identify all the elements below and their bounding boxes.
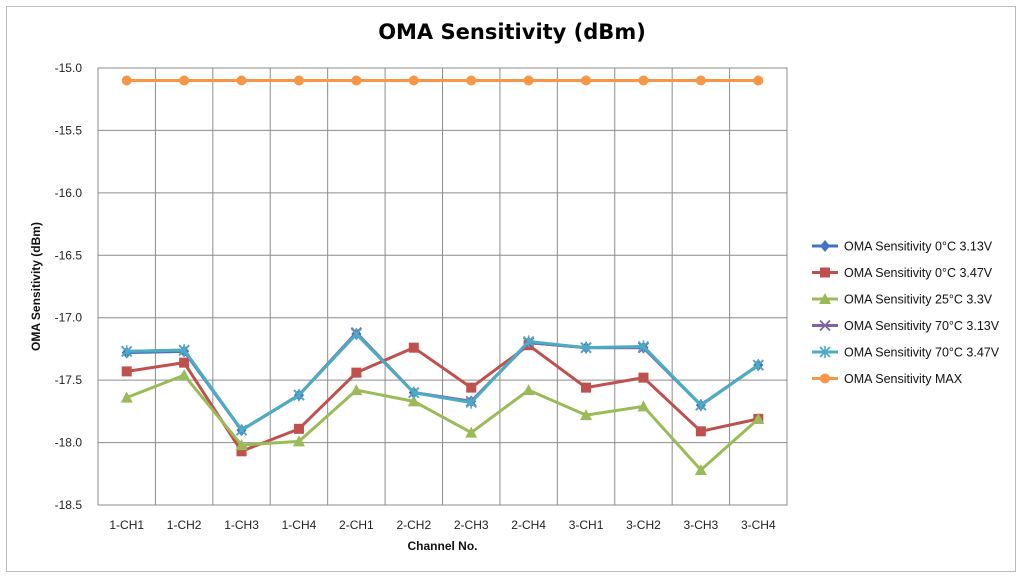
grid-layer (97, 67, 788, 506)
data-point (121, 75, 132, 86)
x-tick-label: 2-CH1 (339, 518, 374, 532)
legend-marker (820, 240, 830, 252)
series-6 (121, 75, 764, 86)
data-point (752, 359, 764, 372)
legend-label: OMA Sensitivity MAX (844, 372, 963, 386)
legend-label: OMA Sensitivity 0°C 3.47V (844, 266, 993, 280)
data-point (407, 395, 420, 407)
data-point (350, 327, 362, 340)
data-point (179, 357, 190, 368)
data-point (637, 340, 650, 353)
data-point (581, 75, 592, 86)
y-tick-label: -16.0 (55, 186, 83, 200)
y-tick-label: -17.0 (55, 311, 83, 325)
x-tick-label: 3-CH2 (626, 518, 661, 532)
data-point (292, 435, 305, 447)
data-point (121, 345, 133, 358)
x-tick-label: 3-CH4 (741, 518, 776, 532)
chart-frame (6, 6, 1016, 572)
data-point (466, 75, 477, 86)
data-point (293, 389, 305, 402)
data-point (465, 426, 478, 438)
data-point (637, 400, 650, 412)
series-line (126, 373, 760, 472)
series-5 (121, 327, 764, 437)
y-tick-label: -18.5 (55, 498, 83, 512)
series-layer (120, 75, 765, 476)
x-tick-label: 1-CH1 (109, 518, 144, 532)
data-point (753, 75, 764, 86)
legend-label: OMA Sensitivity 0°C 3.13V (844, 240, 993, 254)
data-point (351, 367, 362, 378)
legend-marker (819, 346, 831, 358)
data-point (293, 423, 304, 434)
x-tick-label: 2-CH3 (454, 518, 489, 532)
x-tick-label: 2-CH2 (396, 518, 431, 532)
data-point (408, 342, 419, 353)
legend-label: OMA Sensitivity 70°C 3.13V (844, 319, 1000, 333)
data-point (695, 399, 707, 412)
data-point (752, 412, 765, 424)
data-point (522, 384, 535, 396)
y-axis-title: OMA Sensitivity (dBm) (29, 222, 43, 351)
legend: OMA Sensitivity 0°C 3.13V OMA Sensitivity… (812, 240, 1000, 386)
data-point (695, 426, 706, 437)
data-point (408, 386, 420, 399)
axis-layer: -15.0 -15.5 -16.0 -16.5 -17.0 -17.5 -18.0 -18.5… (55, 61, 776, 532)
data-point (466, 382, 477, 393)
data-point (638, 75, 649, 86)
chart-title: OMA Sensitivity (dBm) (378, 20, 646, 44)
x-tick-label: 1-CH3 (224, 518, 259, 532)
y-tick-label: -15.0 (55, 61, 83, 75)
x-tick-label: 3-CH3 (684, 518, 719, 532)
data-point (178, 344, 190, 357)
data-point (120, 391, 133, 403)
legend-item: OMA Sensitivity 0°C 3.13V (812, 240, 993, 254)
data-point (179, 75, 190, 86)
data-point (178, 369, 191, 381)
data-point (293, 75, 304, 86)
legend-marker (819, 319, 831, 332)
data-point (580, 341, 592, 354)
y-tick-label: -17.5 (55, 373, 83, 387)
legend-item: OMA Sensitivity 0°C 3.47V (812, 266, 993, 280)
data-point (121, 366, 132, 377)
x-axis-title: Channel No. (407, 539, 477, 553)
x-tick-label: 3-CH1 (569, 518, 604, 532)
data-point (465, 396, 477, 409)
legend-item: OMA Sensitivity 70°C 3.47V (812, 346, 1000, 360)
data-point (408, 75, 419, 86)
x-tick-label: 1-CH4 (282, 518, 317, 532)
y-tick-label: -16.5 (55, 248, 83, 262)
data-point (694, 464, 707, 476)
legend-label: OMA Sensitivity 25°C 3.3V (844, 293, 993, 307)
data-point (695, 75, 706, 86)
data-point (523, 335, 535, 348)
y-tick-label: -15.5 (55, 123, 83, 137)
data-point (350, 384, 363, 396)
series-line (126, 343, 759, 453)
legend-marker (819, 293, 831, 304)
legend-marker (820, 267, 830, 278)
data-point (523, 75, 534, 86)
legend-item: OMA Sensitivity 25°C 3.3V (812, 293, 993, 307)
data-point (235, 424, 248, 437)
legend-label: OMA Sensitivity 70°C 3.47V (844, 346, 1000, 360)
legend-item: OMA Sensitivity MAX (812, 372, 963, 386)
legend-item: OMA Sensitivity 70°C 3.13V (812, 319, 1000, 333)
data-point (236, 446, 247, 457)
data-point (638, 372, 649, 383)
data-point (236, 75, 247, 86)
series-3 (120, 369, 765, 476)
legend-marker (820, 373, 830, 384)
x-tick-label: 2-CH4 (511, 518, 546, 532)
series-line (126, 332, 760, 432)
data-point (581, 382, 592, 393)
data-point (235, 439, 248, 451)
y-tick-label: -18.0 (55, 436, 83, 450)
data-point (351, 75, 362, 86)
data-point (580, 409, 593, 421)
x-tick-label: 1-CH2 (167, 518, 202, 532)
